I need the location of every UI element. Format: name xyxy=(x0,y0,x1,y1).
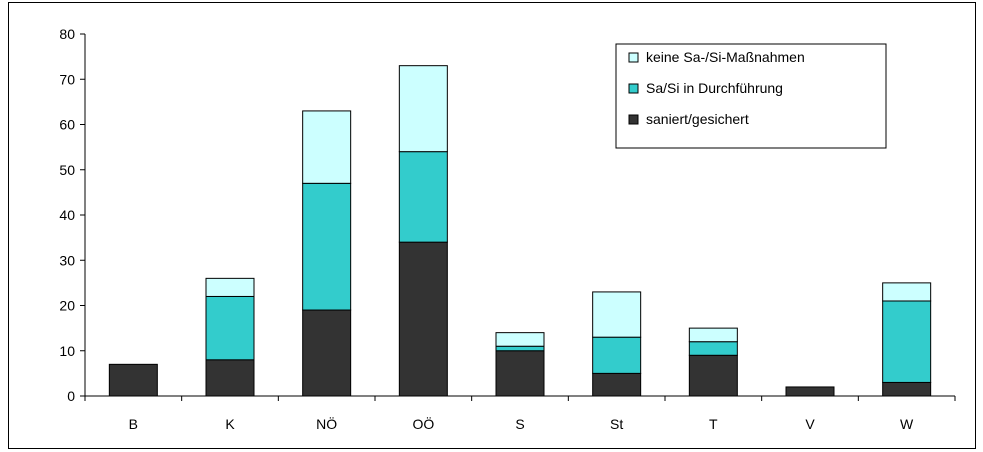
bar-segment-T-2 xyxy=(688,327,738,343)
x-tick-label: NÖ xyxy=(316,415,337,432)
bar-segment-S-2 xyxy=(495,332,545,347)
bar-segment-V-0 xyxy=(785,386,835,397)
bar-segment-OÖ-0 xyxy=(398,241,448,397)
bar-segment-W-2 xyxy=(882,282,932,302)
bar-segment-St-2 xyxy=(592,291,642,338)
y-tick-label: 60 xyxy=(59,117,75,133)
bar-segment-K-0 xyxy=(205,359,255,397)
x-tick-label: S xyxy=(515,416,524,432)
y-tick-label: 30 xyxy=(59,252,75,268)
bar-segment-B-0 xyxy=(108,363,158,397)
legend-swatch xyxy=(628,83,639,94)
bar-segment-NÖ-2 xyxy=(302,110,352,184)
y-tick-label: 50 xyxy=(59,162,75,178)
bar-segment-S-1 xyxy=(495,345,545,352)
bar-segment-St-1 xyxy=(592,336,642,374)
bar-segment-T-1 xyxy=(688,341,738,356)
bar-segment-T-0 xyxy=(688,354,738,397)
x-tick-label: W xyxy=(900,416,914,432)
x-tick-label: V xyxy=(805,416,815,432)
legend-label: saniert/gesichert xyxy=(646,111,749,127)
legend-box xyxy=(615,43,887,149)
x-tick-label: T xyxy=(709,416,718,432)
y-tick-label: 0 xyxy=(67,388,75,404)
bar-segment-NÖ-0 xyxy=(302,309,352,397)
legend-label: keine Sa-/Si-Maßnahmen xyxy=(646,49,805,65)
bar-segment-S-0 xyxy=(495,350,545,397)
bar-segment-K-2 xyxy=(205,277,255,297)
bar-segment-W-1 xyxy=(882,300,932,383)
legend-label: Sa/Si in Durchführung xyxy=(646,80,783,96)
y-tick-label: 80 xyxy=(59,26,75,42)
legend-swatch xyxy=(628,52,639,63)
x-tick-label: K xyxy=(225,416,235,432)
bar-segment-St-0 xyxy=(592,372,642,397)
y-tick-label: 70 xyxy=(59,71,75,87)
chart-legend: keine Sa-/Si-Maßnahmen Sa/Si in Durchführ… xyxy=(615,43,887,149)
bar-segment-K-1 xyxy=(205,295,255,361)
x-tick-label: B xyxy=(129,416,138,432)
x-tick-label: St xyxy=(610,416,623,432)
x-tick-label: OÖ xyxy=(412,415,434,432)
y-tick-label: 10 xyxy=(59,343,75,359)
bar-segment-W-0 xyxy=(882,381,932,397)
bar-segment-OÖ-2 xyxy=(398,65,448,153)
y-tick-label: 40 xyxy=(59,207,75,223)
chart-bars xyxy=(108,65,932,397)
bar-segment-OÖ-1 xyxy=(398,151,448,243)
legend-swatch xyxy=(628,114,639,125)
y-tick-label: 20 xyxy=(59,298,75,314)
bar-segment-NÖ-1 xyxy=(302,182,352,311)
